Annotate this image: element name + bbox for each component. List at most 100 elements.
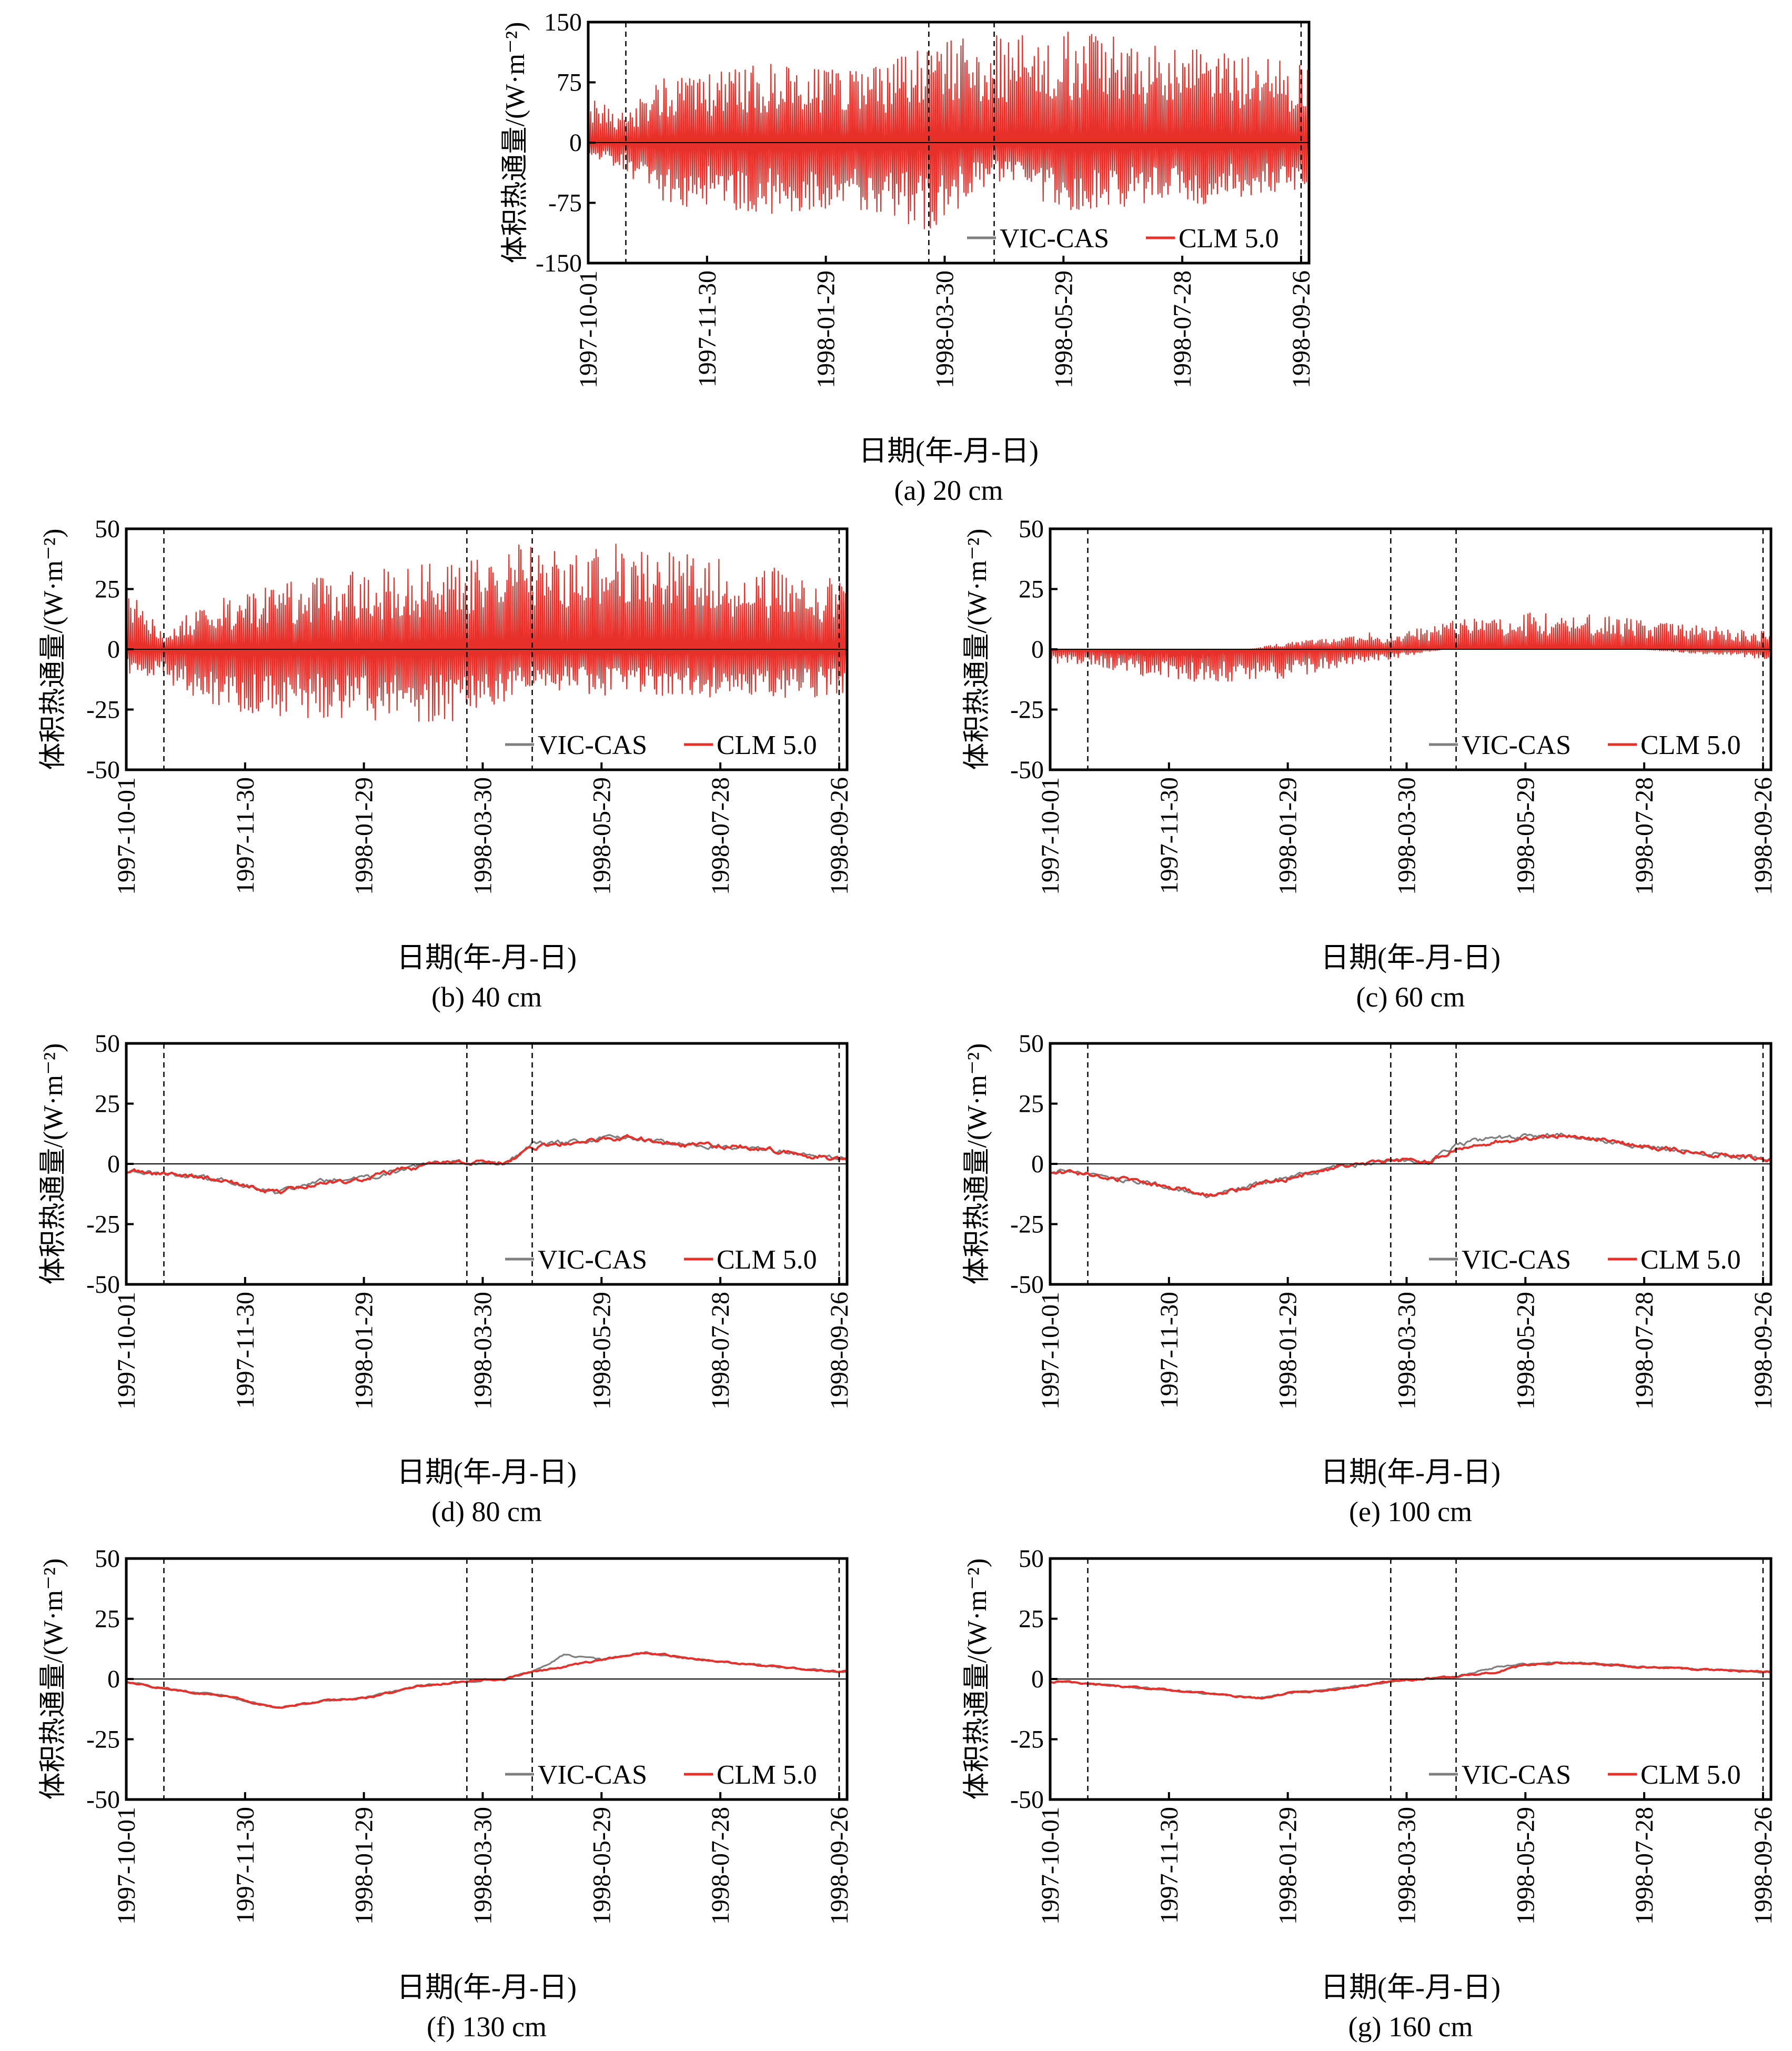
y-tick-label: 0 — [107, 636, 120, 663]
y-tick-label: 25 — [1019, 576, 1044, 604]
plot-area — [1050, 1661, 1771, 1700]
x-tick-label: 1998-03-30 — [469, 777, 497, 895]
legend-label-vic-cas: VIC-CAS — [538, 1760, 647, 1790]
x-tick-label: 1998-01-29 — [1274, 1292, 1302, 1410]
legend-label-clm: CLM 5.0 — [1640, 730, 1741, 760]
y-tick-label: 25 — [1019, 1605, 1044, 1633]
x-tick-label: 1998-07-28 — [707, 1807, 734, 1925]
y-axis-label: 体积热通量/(W·m⁻²) — [500, 22, 530, 264]
y-tick-label: -25 — [1010, 1726, 1044, 1754]
x-tick-label: 1997-10-01 — [575, 270, 602, 388]
y-tick-label: -25 — [86, 1726, 120, 1754]
x-axis-label: 日期(年-月-日) — [397, 942, 577, 973]
series-line-clm — [126, 544, 847, 722]
x-tick-label: 1997-10-01 — [113, 1807, 140, 1925]
panel-caption: (a) 20 cm — [894, 475, 1003, 506]
y-tick-label: -50 — [1010, 756, 1044, 784]
x-axis-label: 日期(年-月-日) — [1321, 1972, 1501, 2003]
legend-label-vic-cas: VIC-CAS — [538, 1245, 647, 1275]
x-tick-label: 1997-10-01 — [113, 1292, 140, 1410]
y-tick-label: -150 — [536, 249, 582, 277]
x-tick-label: 1997-10-01 — [113, 777, 140, 895]
series-line-clm — [1050, 1134, 1771, 1197]
y-tick-label: -50 — [1010, 1271, 1044, 1299]
x-tick-label: 1997-10-01 — [1036, 1292, 1064, 1410]
y-tick-label: 50 — [1019, 515, 1044, 543]
y-tick-label: -25 — [86, 1211, 120, 1239]
y-tick-label: 50 — [95, 1030, 120, 1058]
plot-area — [1050, 1132, 1771, 1199]
series-line-clm — [126, 1652, 847, 1709]
x-tick-label: 1998-05-29 — [588, 777, 616, 895]
x-tick-label: 1998-07-28 — [1630, 777, 1658, 895]
x-tick-label: 1997-10-01 — [1036, 777, 1064, 895]
x-tick-label: 1997-11-30 — [1155, 1807, 1183, 1924]
x-axis-label: 日期(年-月-日) — [397, 1456, 577, 1488]
x-tick-label: 1998-07-28 — [1169, 270, 1196, 388]
y-tick-label: 50 — [1019, 1545, 1044, 1573]
x-tick-label: 1998-05-29 — [1512, 1807, 1539, 1925]
x-tick-label: 1997-10-01 — [1036, 1807, 1064, 1925]
x-tick-label: 1998-01-29 — [350, 1292, 378, 1410]
legend-label-vic-cas: VIC-CAS — [1462, 1245, 1571, 1275]
x-tick-label: 1998-03-30 — [1393, 777, 1421, 895]
legend-label-vic-cas: VIC-CAS — [538, 730, 647, 760]
y-tick-label: -50 — [86, 1786, 120, 1814]
legend-label-clm: CLM 5.0 — [717, 730, 817, 760]
panel-caption: (c) 60 cm — [1356, 981, 1465, 1013]
x-tick-label: 1997-11-30 — [231, 777, 259, 894]
y-axis-label: 体积热通量/(W·m⁻²) — [962, 1559, 992, 1800]
x-tick-label: 1997-11-30 — [231, 1807, 259, 1924]
y-tick-label: 50 — [95, 1545, 120, 1573]
y-tick-label: 25 — [95, 1605, 120, 1633]
legend-label-vic-cas: VIC-CAS — [1462, 1760, 1571, 1790]
x-tick-label: 1998-03-30 — [469, 1292, 497, 1410]
x-axis-label: 日期(年-月-日) — [397, 1972, 577, 2003]
x-tick-label: 1998-05-29 — [588, 1807, 616, 1925]
y-tick-label: 25 — [95, 576, 120, 604]
x-tick-label: 1997-11-30 — [231, 1292, 259, 1409]
x-tick-label: 1998-07-28 — [707, 777, 734, 895]
y-tick-label: 50 — [1019, 1030, 1044, 1058]
x-axis-label: 日期(年-月-日) — [1321, 1456, 1501, 1488]
x-tick-label: 1998-01-29 — [350, 1807, 378, 1925]
legend-label-clm: CLM 5.0 — [717, 1760, 817, 1790]
y-tick-label: 50 — [95, 515, 120, 543]
legend-label-clm: CLM 5.0 — [717, 1245, 817, 1275]
y-tick-label: 0 — [1031, 636, 1044, 663]
x-axis-label: 日期(年-月-日) — [1321, 942, 1501, 973]
plot-area — [126, 544, 847, 722]
series-line-vic-cas — [1050, 1132, 1771, 1199]
y-tick-label: -25 — [86, 696, 120, 724]
series-line-clm — [126, 1134, 847, 1194]
legend-label-clm: CLM 5.0 — [1640, 1245, 1741, 1275]
legend-label-clm: CLM 5.0 — [1179, 224, 1279, 254]
y-tick-label: -25 — [1010, 1211, 1044, 1239]
y-tick-label: 75 — [557, 69, 582, 97]
legend-label-vic-cas: VIC-CAS — [1000, 224, 1109, 254]
x-tick-label: 1998-05-29 — [588, 1292, 616, 1410]
x-tick-label: 1998-07-28 — [1630, 1292, 1658, 1410]
panel-caption: (d) 80 cm — [431, 1496, 542, 1527]
y-tick-label: -75 — [548, 189, 582, 217]
x-tick-label: 1998-01-29 — [1274, 777, 1302, 895]
x-tick-label: 1998-03-30 — [1393, 1807, 1421, 1925]
y-axis-label: 体积热通量/(W·m⁻²) — [962, 1043, 992, 1285]
plot-area — [126, 1134, 847, 1194]
y-tick-label: 25 — [95, 1090, 120, 1118]
y-tick-label: 0 — [1031, 1665, 1044, 1693]
legend-label-clm: CLM 5.0 — [1640, 1760, 1741, 1790]
x-tick-label: 1998-03-30 — [1393, 1292, 1421, 1410]
panel-caption: (e) 100 cm — [1349, 1496, 1472, 1527]
x-tick-label: 1998-01-29 — [1274, 1807, 1302, 1925]
x-tick-label: 1998-09-26 — [1749, 777, 1777, 895]
plot-area — [126, 1651, 847, 1709]
plot-area — [1050, 612, 1771, 682]
panel-caption: (b) 40 cm — [431, 981, 542, 1013]
x-tick-label: 1998-05-29 — [1050, 270, 1078, 388]
